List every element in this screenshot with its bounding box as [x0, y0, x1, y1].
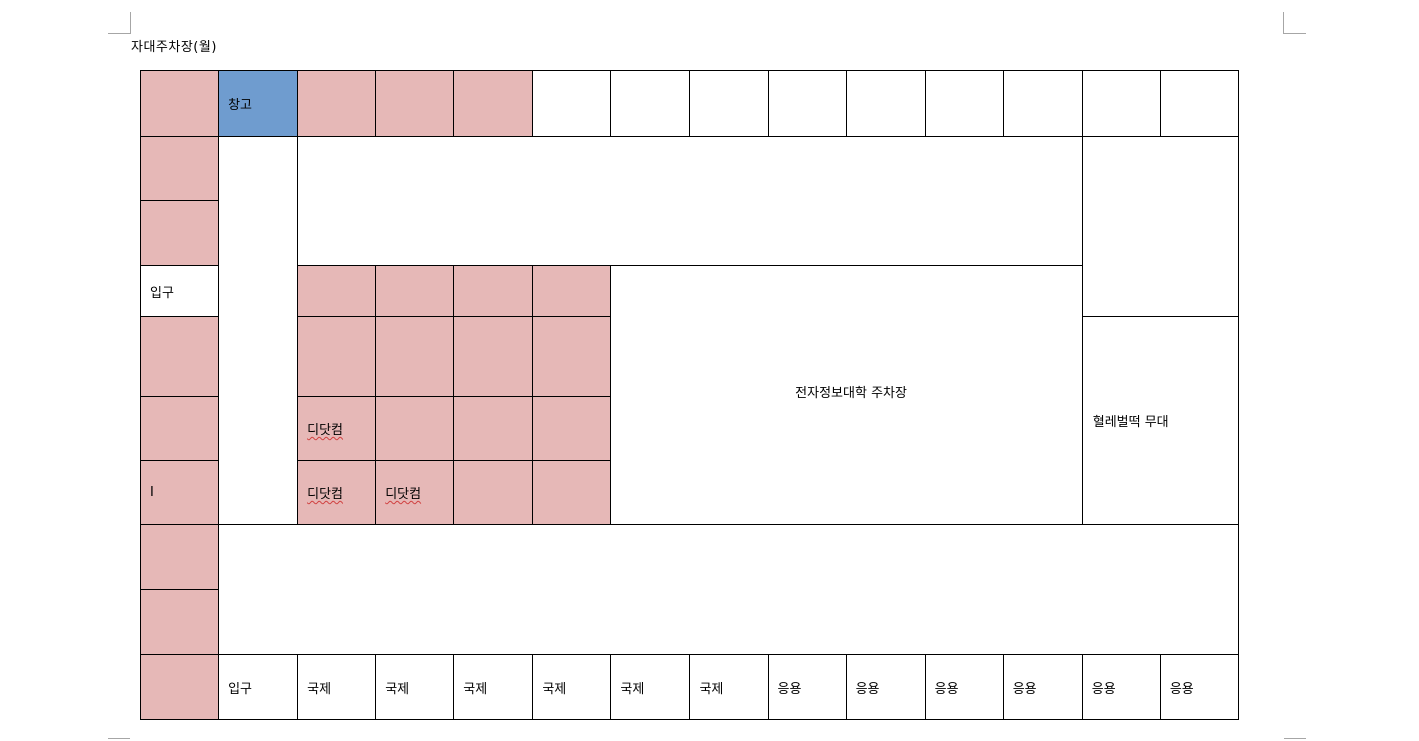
cell-spot[interactable]: 국제: [453, 654, 534, 720]
cell-spot[interactable]: 국제: [689, 654, 769, 720]
crop-mark-top-left: [130, 12, 131, 34]
cell[interactable]: [532, 460, 612, 525]
table-row: [139, 524, 1239, 655]
cell-spot[interactable]: 응용: [924, 654, 1004, 720]
cell-spot[interactable]: 응용: [845, 654, 926, 720]
cell-parking-lot[interactable]: 전자정보대학 주차장: [610, 265, 1083, 525]
cell-spot[interactable]: 응용: [767, 654, 847, 720]
table-row: I 디닷컴 디닷컴: [139, 460, 1239, 525]
cell[interactable]: [1081, 70, 1161, 137]
cell[interactable]: [375, 265, 455, 317]
cell[interactable]: [453, 70, 534, 137]
document-title[interactable]: 자대주차장(월): [131, 40, 217, 55]
cell[interactable]: [375, 316, 455, 397]
cell[interactable]: [139, 654, 220, 720]
didotcom-label: 디닷컴: [307, 487, 344, 502]
cell[interactable]: [453, 265, 534, 317]
cell[interactable]: [375, 70, 455, 137]
cell[interactable]: [297, 70, 377, 137]
cell[interactable]: [139, 136, 220, 201]
cell[interactable]: [139, 396, 220, 461]
cell-spot[interactable]: 국제: [297, 654, 377, 720]
cell-stage[interactable]: 혈레벌떡 무대: [1081, 316, 1240, 525]
cell-roadway-lower[interactable]: [218, 524, 1239, 655]
cell-didotcom[interactable]: 디닷컴: [375, 460, 455, 525]
cell[interactable]: [139, 524, 220, 590]
cell[interactable]: [453, 316, 534, 397]
cell[interactable]: [1002, 70, 1083, 137]
cell[interactable]: [139, 200, 220, 266]
cell[interactable]: [845, 70, 926, 137]
crop-mark-bottom-right: [1284, 738, 1306, 739]
cell[interactable]: [453, 460, 534, 525]
parking-layout-table[interactable]: 창고 입구 전자정보대학 주차장 혈: [139, 70, 1240, 720]
cell[interactable]: [453, 396, 534, 461]
cell[interactable]: [1159, 70, 1240, 137]
table-row: [139, 200, 1239, 266]
cell-spot[interactable]: 국제: [375, 654, 455, 720]
cell[interactable]: [139, 316, 220, 397]
crop-mark-top-left-h: [108, 33, 130, 34]
didotcom-label: 디닷컴: [307, 423, 344, 438]
cell[interactable]: [532, 316, 612, 397]
cell-storage[interactable]: 창고: [218, 70, 299, 137]
table-row: [139, 136, 1240, 525]
cell-spot[interactable]: 응용: [1002, 654, 1083, 720]
didotcom-label: 디닷컴: [385, 487, 422, 502]
cell[interactable]: [689, 70, 769, 137]
cell[interactable]: [139, 70, 220, 137]
cell-didotcom[interactable]: 디닷컴: [297, 460, 377, 525]
cell-didotcom[interactable]: 디닷컴: [297, 396, 377, 461]
cell[interactable]: [297, 265, 377, 317]
cell[interactable]: [375, 396, 455, 461]
cell-roadway-vertical[interactable]: [218, 136, 299, 525]
cell[interactable]: [610, 70, 691, 137]
cell[interactable]: [139, 589, 220, 655]
table-row: 혈레벌떡 무대: [139, 316, 1240, 525]
table-row: 디닷컴: [139, 396, 1239, 461]
cell-right-upper[interactable]: [1081, 136, 1240, 317]
crop-mark-top-right-h: [1284, 33, 1306, 34]
table-row: 창고: [139, 70, 1240, 137]
cell[interactable]: [297, 316, 377, 397]
cell-entrance-left[interactable]: 입구: [139, 265, 220, 317]
cell-cursor[interactable]: I: [139, 460, 220, 525]
cell-entrance-bottom[interactable]: 입구: [218, 654, 299, 720]
table-row-bottom: 입구 국제 국제 국제 국제 국제 국제 응용 응용 응용 응용 응용 응용: [139, 654, 1240, 720]
cell-roadway-upper[interactable]: [297, 136, 1083, 266]
cell-spot[interactable]: 국제: [610, 654, 691, 720]
crop-mark-bottom-left: [108, 738, 130, 739]
cell[interactable]: [924, 70, 1004, 137]
cell[interactable]: [532, 70, 612, 137]
cell-spot[interactable]: 응용: [1081, 654, 1161, 720]
cell[interactable]: [532, 265, 612, 317]
cell[interactable]: [532, 396, 612, 461]
cell-spot[interactable]: 응용: [1159, 654, 1240, 720]
cell-spot[interactable]: 국제: [532, 654, 612, 720]
cell[interactable]: [767, 70, 847, 137]
table-row: 입구 전자정보대학 주차장: [139, 265, 1239, 525]
crop-mark-top-right: [1283, 12, 1284, 34]
